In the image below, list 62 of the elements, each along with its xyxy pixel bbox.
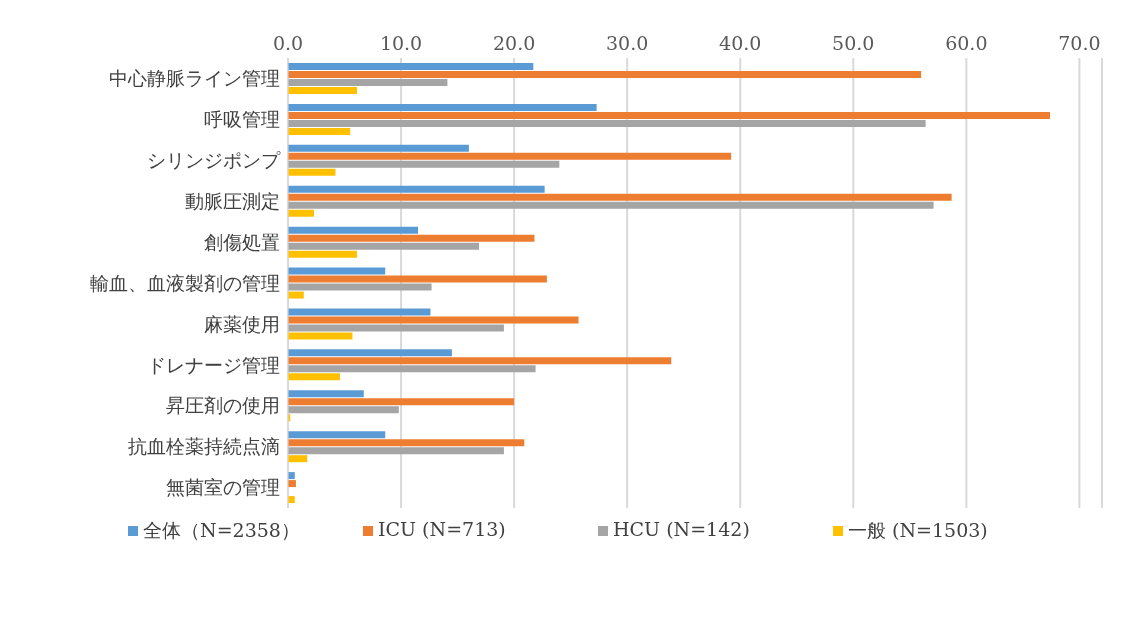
bar xyxy=(288,87,357,94)
legend-label: 全体（N=2358） xyxy=(143,518,301,543)
y-tick-label: 創傷処置 xyxy=(204,230,280,253)
x-tick-label: 40.0 xyxy=(719,32,762,54)
bar xyxy=(288,168,336,176)
bar xyxy=(288,283,432,291)
bar xyxy=(288,226,419,234)
x-tick-label: 60.0 xyxy=(945,32,988,54)
bar xyxy=(288,193,952,201)
bar xyxy=(288,71,922,78)
bar xyxy=(288,308,431,316)
y-tick-label: 呼吸管理 xyxy=(204,108,280,131)
y-tick-label: 麻薬使用 xyxy=(204,312,280,335)
y-tick-label: 無菌室の管理 xyxy=(166,476,280,499)
bar xyxy=(288,250,357,258)
bar xyxy=(288,111,1050,119)
legend-label: ICU (N=713) xyxy=(378,518,507,540)
y-tick-label: 昇圧剤の使用 xyxy=(166,394,280,417)
x-tick-label: 20.0 xyxy=(492,32,536,54)
x-tick-label: 10.0 xyxy=(379,32,423,54)
bar xyxy=(288,275,547,283)
bar xyxy=(288,431,386,439)
y-tick-label: 動脈圧測定 xyxy=(185,189,280,212)
x-tick-label: 30.0 xyxy=(606,32,649,54)
legend-label: 一般 (N=1503) xyxy=(848,518,989,543)
bar xyxy=(288,455,308,463)
legend-label: HCU (N=142) xyxy=(613,518,751,540)
bar xyxy=(288,201,934,209)
bar xyxy=(288,185,545,193)
bar xyxy=(288,349,452,357)
bar xyxy=(288,291,304,299)
bar xyxy=(288,267,386,275)
bar xyxy=(288,152,732,160)
bar xyxy=(288,63,534,70)
bar xyxy=(288,103,597,111)
y-tick-label: ドレナージ管理 xyxy=(147,353,280,376)
bar xyxy=(288,79,448,86)
x-tick-label: 0.0 xyxy=(272,32,304,54)
bar xyxy=(288,160,560,168)
bar xyxy=(288,373,341,381)
bar xyxy=(288,209,314,217)
bar xyxy=(288,439,525,447)
x-tick-label: 70.0 xyxy=(1058,32,1101,54)
bar xyxy=(288,332,353,340)
bar xyxy=(288,406,399,414)
bar xyxy=(288,398,515,406)
y-tick-label: 輸血、血液製剤の管理 xyxy=(90,271,280,294)
bar xyxy=(288,324,504,332)
y-tick-label: 中心静脈ライン管理 xyxy=(109,67,280,90)
bar xyxy=(288,242,480,250)
bar xyxy=(288,144,469,152)
y-tick-label: シリンジポンプ xyxy=(147,149,281,172)
bar xyxy=(288,316,579,324)
y-tick-label: 抗血栓薬持続点滴 xyxy=(128,435,280,458)
bar xyxy=(288,365,536,373)
bar xyxy=(288,234,535,242)
bar xyxy=(288,119,926,127)
x-tick-label: 50.0 xyxy=(832,32,875,54)
bar xyxy=(288,447,504,455)
bar xyxy=(288,390,364,398)
bar xyxy=(288,127,351,135)
bar xyxy=(288,357,672,365)
